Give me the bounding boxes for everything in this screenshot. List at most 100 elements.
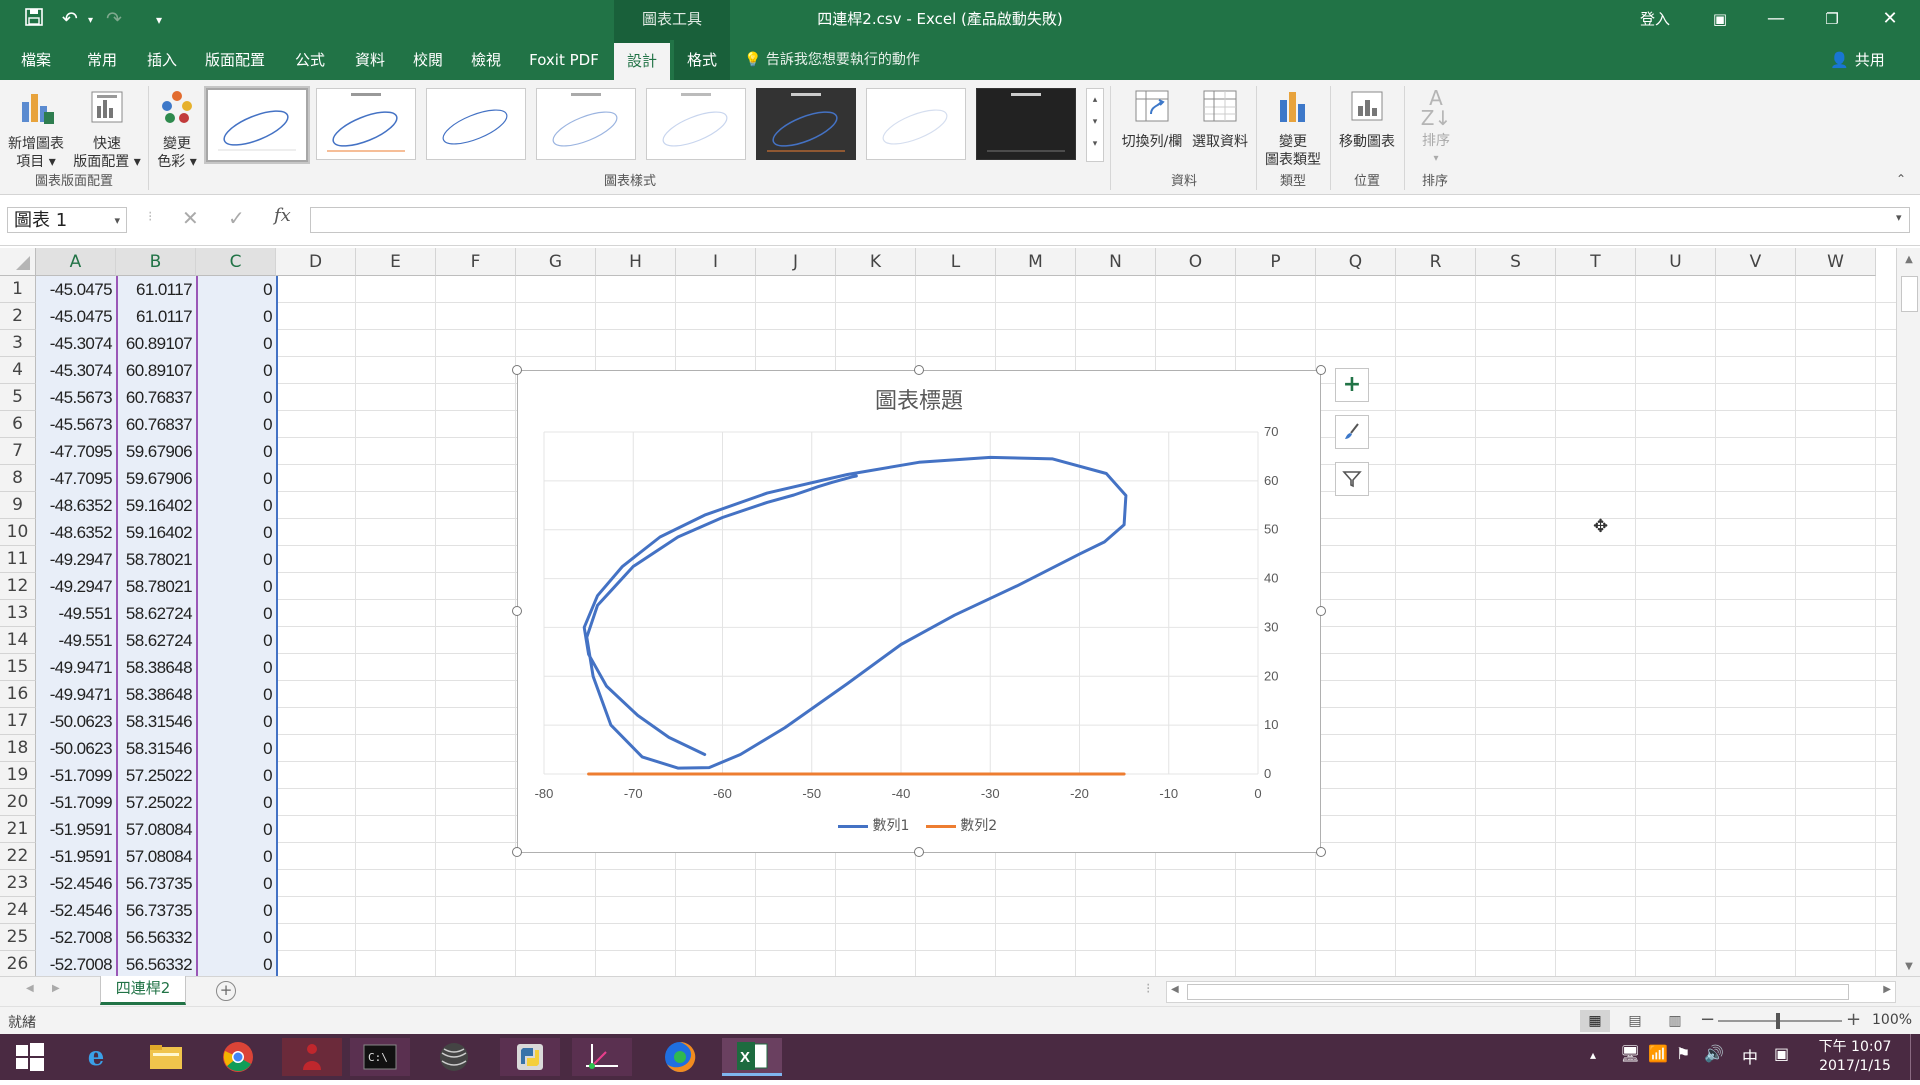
column-header[interactable]: O xyxy=(1156,248,1236,276)
row-header[interactable]: 11 xyxy=(0,546,36,573)
cell-b17[interactable]: 58.31546 xyxy=(125,712,193,731)
row-header[interactable]: 12 xyxy=(0,573,36,600)
cell-c23[interactable]: 0 xyxy=(263,874,272,893)
vertical-scrollbar[interactable]: ▲ ▼ xyxy=(1896,248,1920,976)
scroll-up-icon[interactable]: ▲ xyxy=(1905,254,1913,265)
cell-a16[interactable]: -49.9471 xyxy=(49,685,113,704)
row-header[interactable]: 24 xyxy=(0,897,36,924)
chart-object[interactable]: 圖表標題 -80 -70 -60 -50 -40 -30 -20 -10 0 0 10 20 30 40 5… xyxy=(517,370,1321,853)
expand-formula-bar-icon[interactable]: ▾ xyxy=(1896,211,1902,224)
tray-device-icon[interactable]: 🖥 xyxy=(1620,1044,1641,1063)
row-header[interactable]: 2 xyxy=(0,303,36,330)
cell-c1[interactable]: 0 xyxy=(263,280,272,299)
tab-review[interactable]: 校閱 xyxy=(412,51,443,69)
row-header[interactable]: 14 xyxy=(0,627,36,654)
cell-b9[interactable]: 59.16402 xyxy=(125,496,193,515)
row-header[interactable]: 18 xyxy=(0,735,36,762)
cell-c13[interactable]: 0 xyxy=(263,604,272,623)
row-header[interactable]: 20 xyxy=(0,789,36,816)
cell-b18[interactable]: 58.31546 xyxy=(125,739,193,758)
column-header[interactable]: J xyxy=(756,248,836,276)
column-header[interactable]: W xyxy=(1796,248,1876,276)
row-header[interactable]: 13 xyxy=(0,600,36,627)
sort-button[interactable]: A Z↓ 排序 ▾ xyxy=(1410,88,1462,168)
resize-handle-bottom[interactable] xyxy=(914,847,924,857)
row-header[interactable]: 7 xyxy=(0,438,36,465)
zoom-level[interactable]: 100% xyxy=(1872,1012,1913,1028)
chart-style-4[interactable] xyxy=(536,88,636,160)
cell-b21[interactable]: 57.08084 xyxy=(125,820,193,839)
cell-b10[interactable]: 59.16402 xyxy=(125,523,193,542)
scroll-right-icon[interactable]: ▶ xyxy=(1883,984,1891,995)
firefox-icon[interactable] xyxy=(650,1038,710,1076)
zoom-in-icon[interactable]: + xyxy=(1846,1009,1862,1030)
cell-c9[interactable]: 0 xyxy=(263,496,272,515)
chart-elements-plus-icon[interactable]: + xyxy=(1335,368,1369,402)
cell-c5[interactable]: 0 xyxy=(263,388,272,407)
save-icon[interactable] xyxy=(25,8,43,31)
name-box[interactable]: 圖表 1 ▾ xyxy=(7,207,127,233)
cell-c10[interactable]: 0 xyxy=(263,523,272,542)
name-box-dropdown-icon[interactable]: ▾ xyxy=(114,214,120,227)
cell-a11[interactable]: -49.2947 xyxy=(49,550,113,569)
cell-b7[interactable]: 59.67906 xyxy=(125,442,193,461)
change-colors-button[interactable]: 變更 色彩 ▾ xyxy=(152,88,202,171)
tray-overflow-icon[interactable]: ▴ xyxy=(1590,1048,1597,1062)
cell-b13[interactable]: 58.62724 xyxy=(125,604,193,623)
chart-styles-scroll[interactable]: ▴ ▾ ▾ xyxy=(1086,88,1104,162)
row-header[interactable]: 6 xyxy=(0,411,36,438)
cell-c18[interactable]: 0 xyxy=(263,739,272,758)
chart-style-7[interactable] xyxy=(866,88,966,160)
row-header[interactable]: 25 xyxy=(0,924,36,951)
move-chart-button[interactable]: 移動圖表 xyxy=(1334,88,1400,151)
cell-b2[interactable]: 61.0117 xyxy=(136,307,193,326)
cell-b24[interactable]: 56.73735 xyxy=(125,901,193,920)
resize-handle-top-right[interactable] xyxy=(1316,365,1326,375)
insert-function-icon[interactable]: fx xyxy=(274,205,291,226)
cell-b12[interactable]: 58.78021 xyxy=(125,577,193,596)
horizontal-scroll-thumb[interactable] xyxy=(1187,984,1849,1000)
cell-c26[interactable]: 0 xyxy=(263,955,272,974)
column-header[interactable]: C xyxy=(196,248,276,276)
sheet-next-icon[interactable]: ▶ xyxy=(52,983,60,994)
command-prompt-icon[interactable]: C:\ xyxy=(350,1038,410,1076)
column-header[interactable]: T xyxy=(1556,248,1636,276)
cell-c25[interactable]: 0 xyxy=(263,928,272,947)
ime-indicator[interactable]: 中 xyxy=(1742,1048,1759,1067)
row-header[interactable]: 3 xyxy=(0,330,36,357)
row-header[interactable]: 16 xyxy=(0,681,36,708)
cell-b11[interactable]: 58.78021 xyxy=(125,550,193,569)
vertical-scroll-thumb[interactable] xyxy=(1901,276,1918,312)
column-header[interactable]: Q xyxy=(1316,248,1396,276)
cell-a10[interactable]: -48.6352 xyxy=(49,523,113,542)
resize-handle-top-left[interactable] xyxy=(512,365,522,375)
cell-c19[interactable]: 0 xyxy=(263,766,272,785)
tab-formulas[interactable]: 公式 xyxy=(294,51,325,69)
tab-foxit-pdf[interactable]: Foxit PDF xyxy=(529,51,599,69)
cell-a12[interactable]: -49.2947 xyxy=(49,577,113,596)
cell-a6[interactable]: -45.5673 xyxy=(49,415,113,434)
scroll-down-icon[interactable]: ▼ xyxy=(1905,961,1913,972)
cell-b6[interactable]: 60.76837 xyxy=(125,415,193,434)
taskbar-clock[interactable]: 下午 10:07 2017/1/15 xyxy=(1812,1038,1898,1076)
row-header[interactable]: 1 xyxy=(0,276,36,303)
cell-b8[interactable]: 59.67906 xyxy=(125,469,193,488)
cell-a4[interactable]: -45.3074 xyxy=(49,361,113,380)
tab-insert[interactable]: 插入 xyxy=(146,51,177,69)
resize-handle-top[interactable] xyxy=(914,365,924,375)
cell-a2[interactable]: -45.0475 xyxy=(49,307,113,326)
cell-b22[interactable]: 57.08084 xyxy=(125,847,193,866)
column-header[interactable]: I xyxy=(676,248,756,276)
cell-b15[interactable]: 58.38648 xyxy=(125,658,193,677)
row-header[interactable]: 26 xyxy=(0,951,36,976)
column-header[interactable]: M xyxy=(996,248,1076,276)
customize-qat-icon[interactable]: ▾ xyxy=(156,13,163,27)
tab-data[interactable]: 資料 xyxy=(354,51,385,69)
tray-network-icon[interactable]: 📶 xyxy=(1648,1044,1668,1063)
internet-explorer-icon[interactable]: e xyxy=(87,1042,105,1072)
page-layout-view-icon[interactable]: ▤ xyxy=(1628,1013,1642,1029)
cell-c6[interactable]: 0 xyxy=(263,415,272,434)
cell-a18[interactable]: -50.0623 xyxy=(49,739,113,758)
chart-plot[interactable]: -80 -70 -60 -50 -40 -30 -20 -10 00 10 20 30 40 50 60 70 xyxy=(518,371,1320,852)
